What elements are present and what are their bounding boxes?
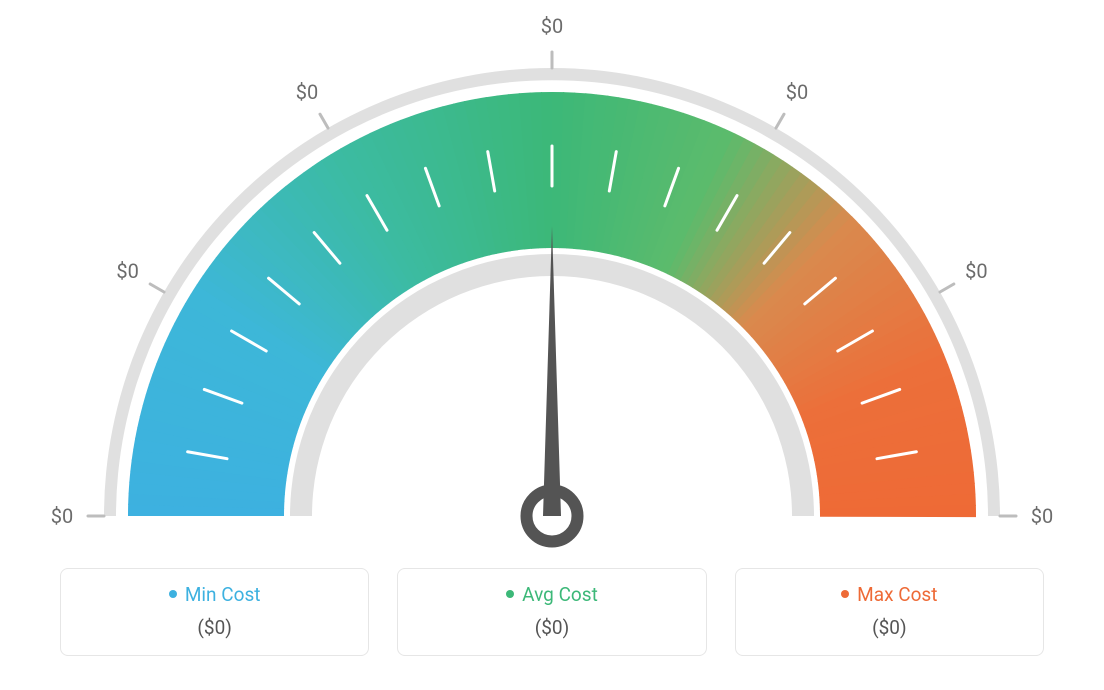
gauge-svg <box>0 0 1104 560</box>
legend-title-avg: Avg Cost <box>506 583 598 606</box>
legend-label-min: Min Cost <box>185 583 261 606</box>
legend-label-avg: Avg Cost <box>522 583 598 606</box>
dot-icon <box>506 590 514 598</box>
gauge-tick-label: $0 <box>296 80 318 104</box>
legend-card-min: Min Cost ($0) <box>60 568 369 656</box>
dot-icon <box>169 590 177 598</box>
gauge-tick-label: $0 <box>541 14 563 38</box>
gauge-tick-label: $0 <box>786 80 808 104</box>
legend-title-max: Max Cost <box>841 583 937 606</box>
legend-card-avg: Avg Cost ($0) <box>397 568 706 656</box>
gauge-tick-label: $0 <box>116 259 138 283</box>
legend-row: Min Cost ($0) Avg Cost ($0) Max Cost ($0… <box>0 568 1104 656</box>
gauge-chart: $0 $0 $0 $0 $0 $0 $0 <box>0 0 1104 560</box>
legend-value-min: ($0) <box>71 616 358 639</box>
gauge-tick-label: $0 <box>1031 504 1053 528</box>
legend-value-max: ($0) <box>746 616 1033 639</box>
legend-card-max: Max Cost ($0) <box>735 568 1044 656</box>
legend-title-min: Min Cost <box>169 583 261 606</box>
legend-label-max: Max Cost <box>857 583 937 606</box>
gauge-tick-label: $0 <box>51 504 73 528</box>
legend-value-avg: ($0) <box>408 616 695 639</box>
dot-icon <box>841 590 849 598</box>
gauge-tick-label: $0 <box>965 259 987 283</box>
